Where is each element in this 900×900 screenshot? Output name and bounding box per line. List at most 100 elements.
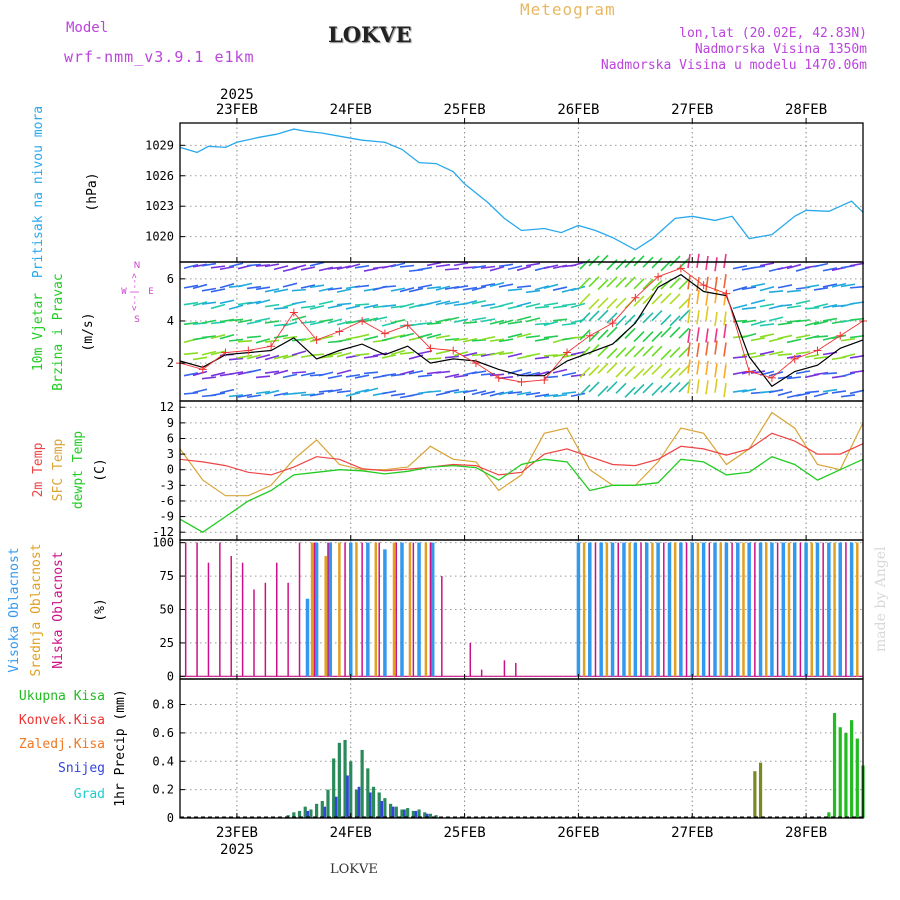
- wind-arrow: [651, 293, 663, 305]
- wind-arrow: [210, 288, 226, 293]
- temp-label-2: SFC Temp: [51, 439, 66, 502]
- wind-arrow: [525, 335, 541, 339]
- wind-arrow: [678, 364, 690, 377]
- wind-arrow: [606, 312, 618, 324]
- wind-arrow: [300, 320, 316, 324]
- wind-arrow: [453, 337, 469, 342]
- wind-arrow: [624, 314, 636, 326]
- snow-bar: [414, 810, 418, 818]
- wind-arrow: [534, 285, 550, 291]
- compass-axis: <--|-->: [130, 272, 140, 311]
- wind-arrow: [678, 278, 690, 290]
- wind-arrow: [552, 368, 568, 374]
- wind-arrow: [687, 379, 691, 394]
- total-precip-bar: [428, 813, 433, 818]
- wind-arrow: [804, 390, 820, 394]
- wind-arrow: [228, 357, 244, 361]
- wind-arrow: [345, 263, 361, 269]
- wind-arrow: [255, 338, 271, 344]
- wind-arrow: [381, 304, 397, 308]
- total-precip-bar: [326, 789, 330, 818]
- wind-arrow: [444, 300, 460, 306]
- wind-arrow: [183, 372, 199, 377]
- total-precip-bar: [383, 798, 387, 818]
- wind-arrow: [651, 309, 663, 322]
- y-tick-label: 0.2: [152, 783, 174, 797]
- wind-arrow: [714, 276, 718, 292]
- total-precip-bar: [850, 720, 854, 818]
- wind-arrow: [552, 286, 568, 291]
- wind-arrow: [804, 321, 820, 327]
- wind-arrow: [264, 389, 280, 395]
- wind-arrow: [786, 263, 802, 270]
- wind-arrow: [498, 301, 514, 308]
- wind-arrow: [354, 374, 370, 379]
- wind-arrow: [624, 386, 636, 398]
- wind-arrow: [246, 320, 262, 325]
- wind-arrow: [669, 346, 681, 358]
- wind-arrow: [282, 282, 298, 288]
- wind-arrow: [273, 334, 289, 339]
- wind-arrow: [336, 369, 352, 375]
- total-precip-bar: [411, 810, 415, 818]
- wind-arrow: [660, 292, 672, 304]
- wind-arrow: [471, 353, 487, 357]
- wind-arrow: [714, 363, 718, 378]
- wind-arrow: [345, 305, 361, 310]
- wind-arrow: [399, 302, 415, 309]
- wind-arrow: [399, 332, 415, 338]
- data-layer: [176, 128, 867, 818]
- wind-arrow: [363, 387, 379, 393]
- wind-arrow-field: [183, 253, 865, 399]
- wind-gust-marker: [585, 331, 594, 340]
- wind-arrow: [291, 350, 307, 356]
- wind-arrow: [570, 302, 586, 309]
- wind-gust-marker: [517, 378, 526, 387]
- wind-arrow: [759, 333, 775, 338]
- total-precip-bar: [434, 815, 438, 818]
- wind-arrow: [543, 302, 559, 307]
- wind-arrow: [687, 328, 691, 343]
- wind-arrow: [327, 388, 343, 393]
- wind-arrow: [417, 321, 433, 325]
- wind-arrow: [183, 391, 199, 395]
- y-tick-label: 75: [160, 569, 174, 583]
- wind-arrow: [588, 255, 600, 267]
- bottom-day-label: 25FEB: [444, 825, 486, 841]
- wind-arrow: [444, 373, 460, 379]
- cloud-label-2: Srednja Oblacnost: [29, 543, 44, 676]
- wind-arrow: [453, 374, 469, 379]
- wind-label-2: Brzina i Pravac: [51, 273, 66, 390]
- wind-label-1: 10m Vjetar: [31, 293, 46, 371]
- wind-arrow: [813, 356, 829, 360]
- wind-arrow: [795, 319, 811, 323]
- wind-arrow: [597, 279, 609, 291]
- wind-arrow: [615, 276, 627, 288]
- wind-arrow: [237, 354, 253, 359]
- wind-arrow: [201, 287, 217, 292]
- wind-arrow: [219, 283, 235, 289]
- wind-arrow: [183, 263, 199, 270]
- wind-arrow: [246, 285, 262, 290]
- compass-s: S: [134, 315, 140, 325]
- wind-arrow: [381, 354, 397, 359]
- wind-arrow: [471, 285, 487, 292]
- wind-arrow: [489, 338, 505, 342]
- wind-arrow: [534, 393, 550, 398]
- total-precip-bar: [855, 738, 859, 818]
- wind-gust-marker: [244, 346, 253, 355]
- wind-arrow: [849, 334, 865, 339]
- wind-arrow: [399, 264, 415, 268]
- wind-arrow: [822, 372, 838, 375]
- wind-arrow: [327, 374, 343, 380]
- wind-arrow: [390, 334, 406, 339]
- wind-arrow: [435, 263, 451, 268]
- wind-arrow: [255, 375, 271, 379]
- wind-arrow: [849, 285, 865, 289]
- snow-bar: [334, 796, 338, 818]
- wind-arrow: [507, 333, 523, 339]
- wind-arrow: [183, 352, 199, 356]
- wind-arrow: [210, 265, 226, 269]
- text-layer: 1020102310261029246-12-9-6-3036912025507…: [7, 87, 827, 858]
- wind-arrow: [435, 300, 451, 306]
